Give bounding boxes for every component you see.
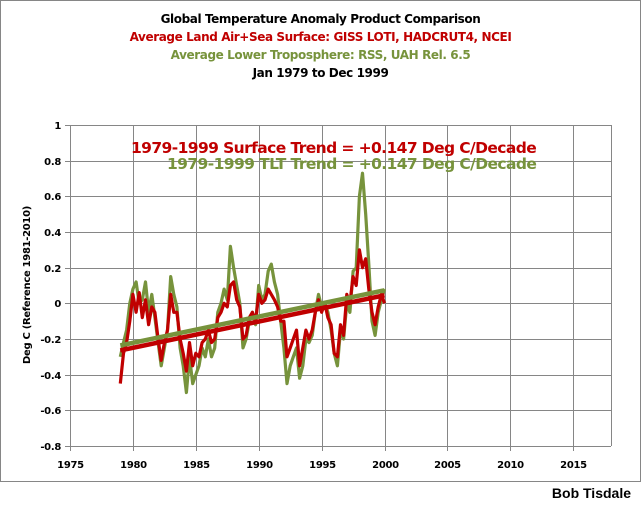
y-tick-label: 0.4 — [44, 228, 61, 239]
y-tick-label: 0.2 — [44, 264, 61, 275]
x-tick-label: 2010 — [497, 460, 524, 471]
x-tick-label: 1975 — [57, 460, 84, 471]
y-tick-label: -0.6 — [40, 406, 61, 417]
y-axis-ticks: 1 0.8 0.6 0.4 0.2 0 -0.2 -0.4 -0.6 -0.8 — [40, 121, 70, 453]
y-axis-label: Deg C (Reference 1981-2010) — [22, 206, 33, 364]
trend-lines — [119, 288, 385, 353]
y-tick-label: 0 — [54, 299, 61, 310]
y-tick-label: 1 — [54, 121, 61, 132]
y-tick-label: -0.8 — [40, 442, 61, 453]
series-group — [118, 171, 387, 395]
x-tick-label: 1985 — [183, 460, 210, 471]
y-tick-label: 0.6 — [44, 192, 61, 203]
x-axis-ticks: 1975 1980 1985 1990 1995 2000 2005 2010 2015 — [57, 460, 587, 471]
chart-period: Jan 1979 to Dec 1999 — [252, 66, 389, 80]
chart-title: Global Temperature Anomaly Product Compa… — [160, 12, 481, 26]
x-tick-label: 2000 — [372, 460, 399, 471]
tlt-trend-annotation: 1979-1999 TLT Trend = +0.147 Deg C/Decad… — [167, 155, 536, 173]
x-tick-label: 2005 — [434, 460, 461, 471]
x-tick-label: 1980 — [120, 460, 147, 471]
y-tick-label: 0.8 — [44, 157, 61, 168]
y-tick-label: -0.2 — [40, 335, 61, 346]
surface-trend-annotation: 1979-1999 Surface Trend = +0.147 Deg C/D… — [131, 139, 536, 157]
x-tick-label: 1990 — [246, 460, 273, 471]
chart-subtitle-surface: Average Land Air+Sea Surface: GISS LOTI,… — [129, 30, 512, 44]
y-tick-label: -0.4 — [40, 371, 61, 382]
chart-subtitle-troposphere: Average Lower Troposphere: RSS, UAH Rel.… — [170, 48, 471, 62]
author-credit: Bob Tisdale — [551, 485, 631, 501]
surface-trend-line — [119, 293, 385, 353]
x-tick-label: 2015 — [560, 460, 587, 471]
chart-title-block: Global Temperature Anomaly Product Compa… — [0, 10, 641, 82]
x-tick-label: 1995 — [309, 460, 336, 471]
tlt-trend-line — [119, 288, 385, 348]
